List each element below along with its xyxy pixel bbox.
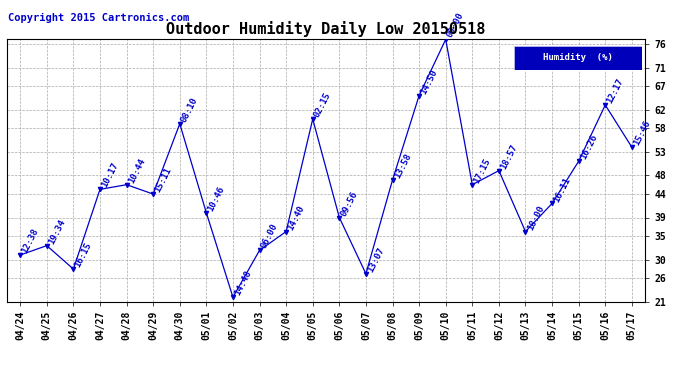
- Text: 12:17: 12:17: [605, 77, 625, 105]
- Text: 19:34: 19:34: [47, 217, 67, 246]
- Text: 08:10: 08:10: [180, 96, 200, 124]
- Text: 16:11: 16:11: [552, 176, 572, 203]
- Text: 02:15: 02:15: [313, 91, 333, 119]
- Title: Outdoor Humidity Daily Low 20150518: Outdoor Humidity Daily Low 20150518: [166, 21, 486, 37]
- Text: 00:00: 00:00: [446, 11, 466, 39]
- Text: 18:57: 18:57: [499, 142, 519, 171]
- Text: 14:50: 14:50: [419, 68, 440, 96]
- Text: 15:46: 15:46: [632, 119, 652, 147]
- Text: 14:40: 14:40: [286, 204, 306, 231]
- Text: 10:44: 10:44: [126, 157, 147, 184]
- Text: 06:00: 06:00: [259, 222, 279, 251]
- Text: 10:17: 10:17: [100, 161, 120, 189]
- Text: 12:38: 12:38: [20, 227, 41, 255]
- Text: 16:15: 16:15: [73, 241, 94, 269]
- Text: 10:46: 10:46: [206, 185, 226, 213]
- Text: 17:15: 17:15: [472, 157, 493, 184]
- Text: 18:00: 18:00: [526, 204, 546, 231]
- Text: 16:26: 16:26: [579, 133, 599, 161]
- Text: 13:58: 13:58: [393, 152, 413, 180]
- Text: 09:56: 09:56: [339, 189, 359, 217]
- Text: Copyright 2015 Cartronics.com: Copyright 2015 Cartronics.com: [8, 13, 190, 23]
- Text: 15:11: 15:11: [153, 166, 173, 194]
- Text: 14:48: 14:48: [233, 269, 253, 297]
- Text: 13:07: 13:07: [366, 246, 386, 274]
